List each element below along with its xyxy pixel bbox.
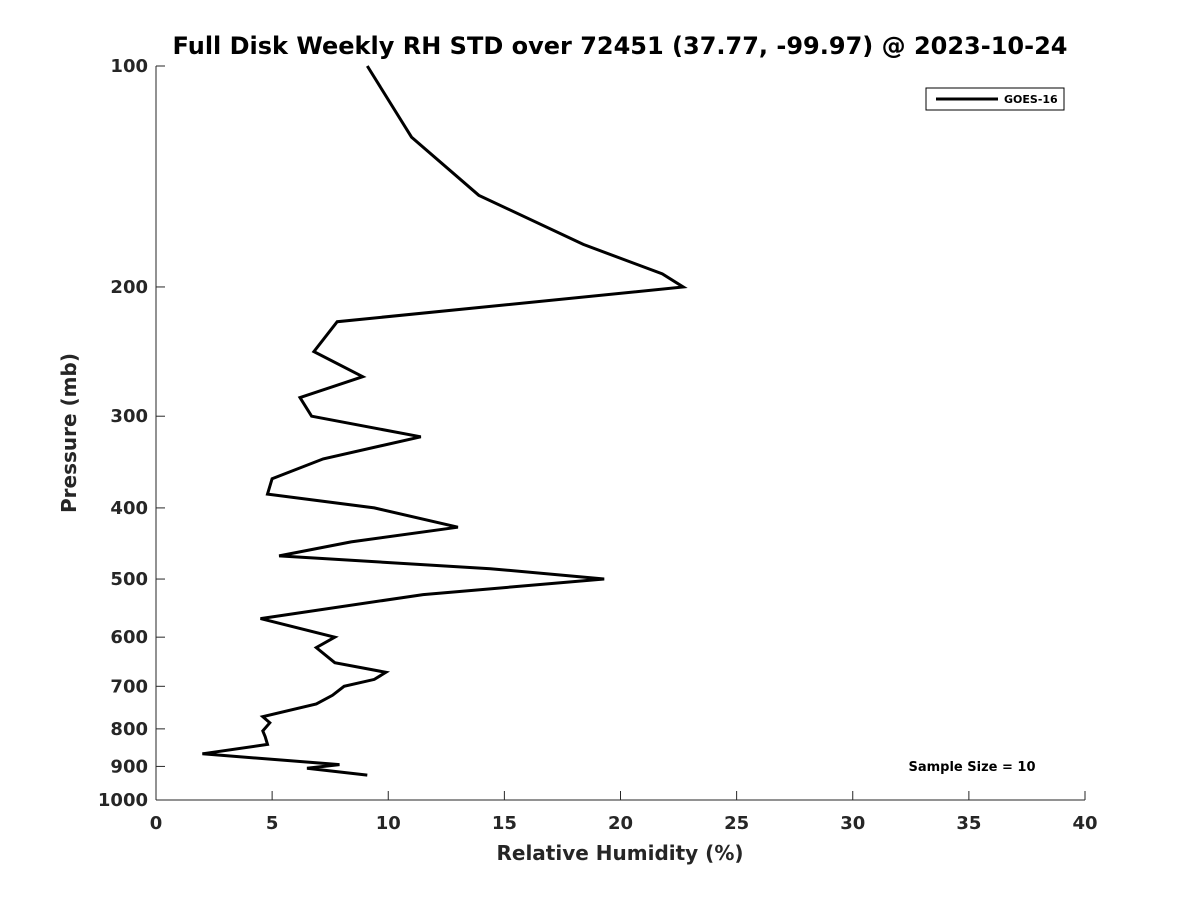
x-tick-label: 30 <box>840 813 865 834</box>
sample-size-annotation: Sample Size = 10 <box>908 760 1035 775</box>
y-tick-label: 400 <box>110 498 148 519</box>
legend: GOES-16 <box>925 87 1065 111</box>
chart-title: Full Disk Weekly RH STD over 72451 (37.7… <box>173 32 1068 60</box>
x-tick-label: 25 <box>724 813 749 834</box>
x-tick-label: 5 <box>266 813 279 834</box>
y-tick-label: 1000 <box>98 790 148 811</box>
x-tick-label: 20 <box>608 813 633 834</box>
legend-label-goes-16: GOES-16 <box>1004 93 1058 106</box>
x-tick-label: 10 <box>376 813 401 834</box>
series-layer <box>202 65 688 777</box>
y-tick-label: 200 <box>110 277 148 298</box>
y-tick-label: 300 <box>110 406 148 427</box>
x-axis-label: Relative Humidity (%) <box>496 841 743 865</box>
x-tick-label: 0 <box>150 813 163 834</box>
plot-area: 0 5 10 15 20 25 30 35 40 100 200 300 400 500 600 700 80… <box>98 56 1098 834</box>
x-tick-label: 35 <box>956 813 981 834</box>
x-tick-label: 15 <box>492 813 517 834</box>
x-tick-label: 40 <box>1072 813 1097 834</box>
y-tick-label: 600 <box>110 627 148 648</box>
y-tick-label: 700 <box>110 676 148 697</box>
y-tick-label: 100 <box>110 56 148 77</box>
y-tick-label: 800 <box>110 719 148 740</box>
y-tick-label: 500 <box>110 569 148 590</box>
y-tick-label: 900 <box>110 756 148 777</box>
series-line-goes-16 <box>202 65 688 777</box>
y-ticks: 100 200 300 400 500 600 700 800 900 1000 <box>98 56 165 811</box>
x-ticks: 0 5 10 15 20 25 30 35 40 <box>150 791 1098 834</box>
y-axis-label: Pressure (mb) <box>57 353 81 513</box>
